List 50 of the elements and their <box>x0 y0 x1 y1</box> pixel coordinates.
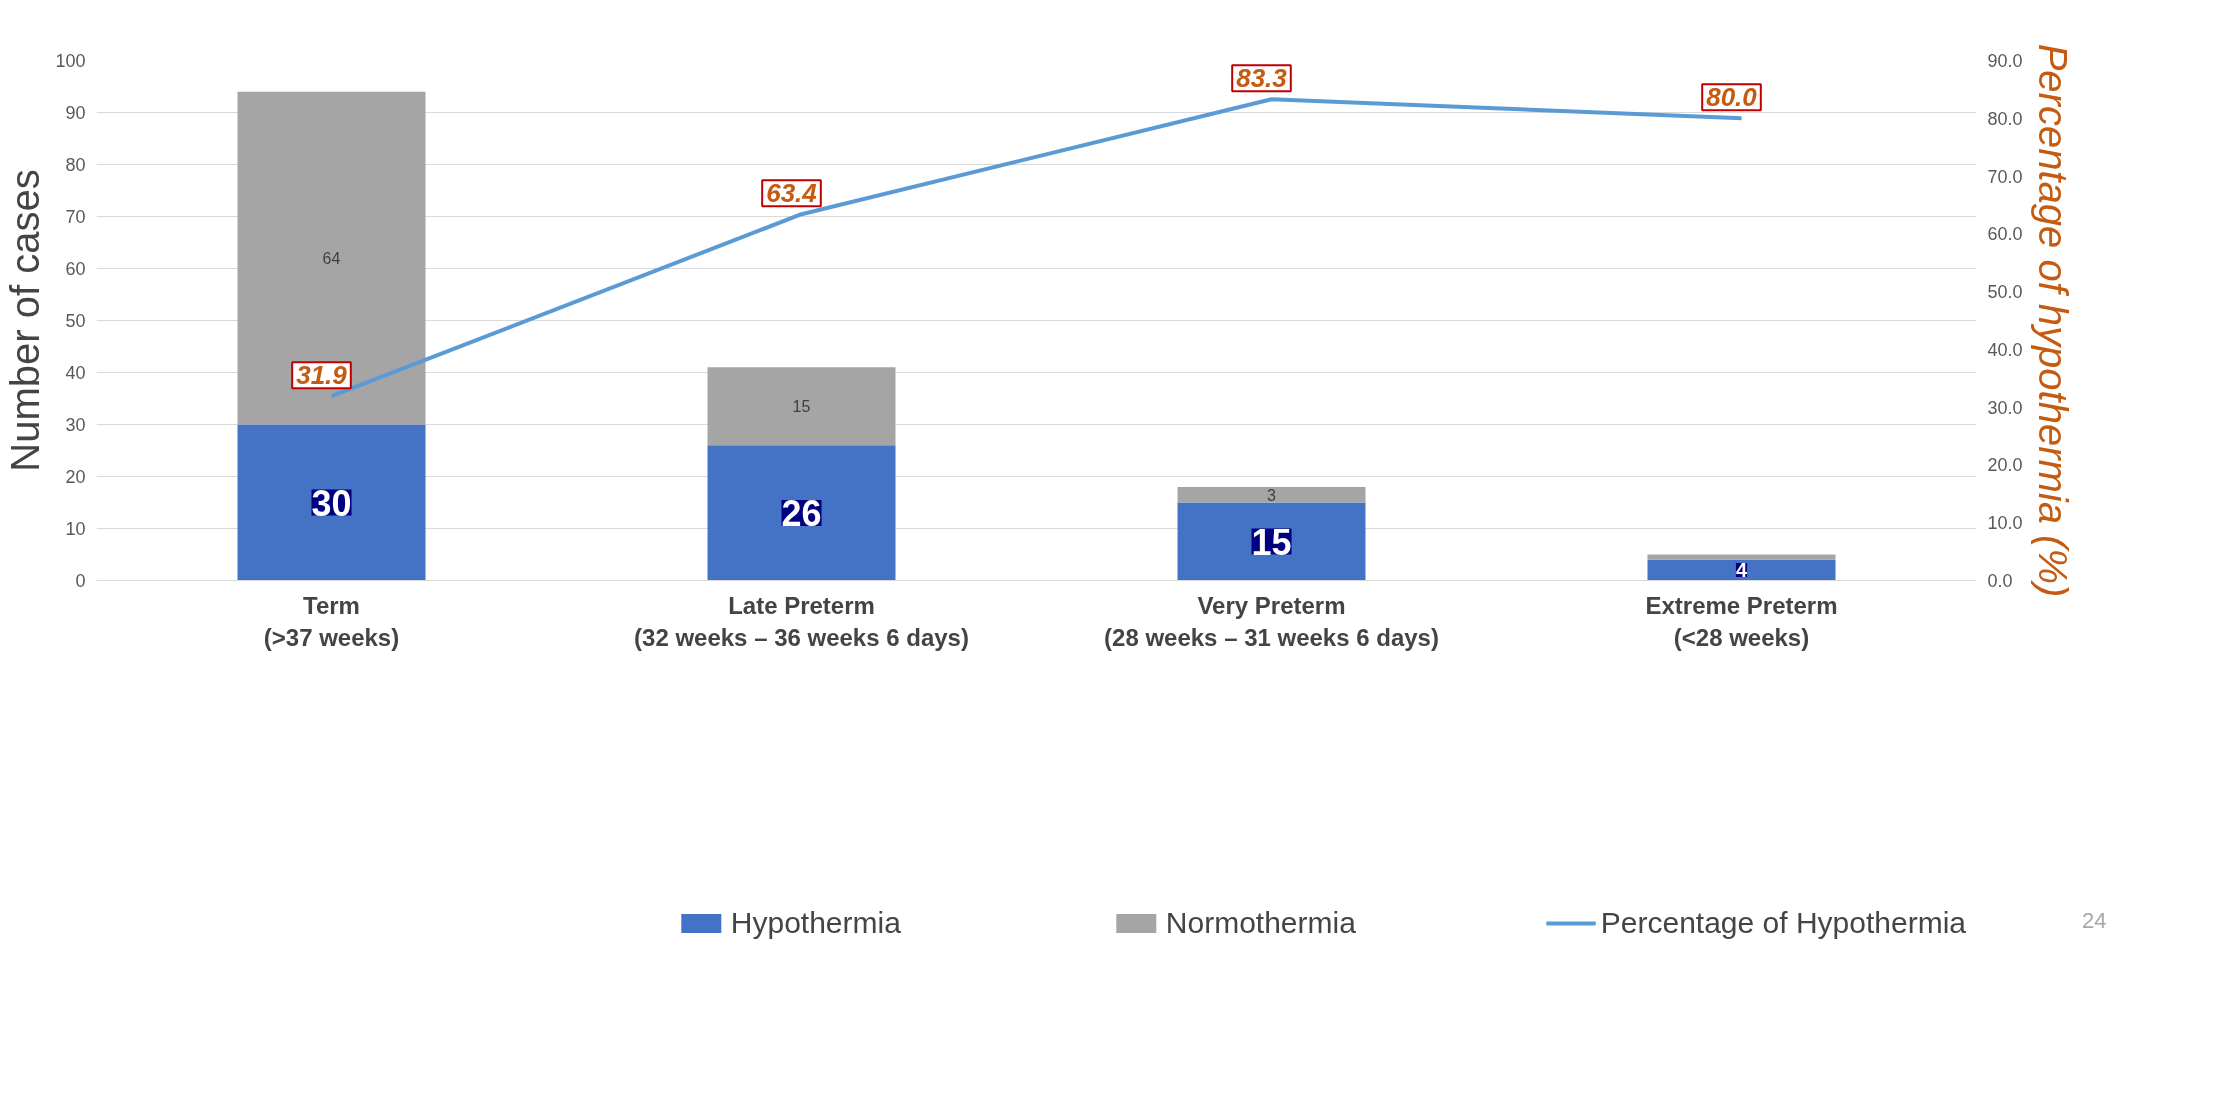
bar <box>707 367 896 446</box>
y2-tick-label: 20.0 <box>1987 455 2023 476</box>
data-label: 31.9 <box>296 360 348 391</box>
y-tick-label: 60 <box>65 259 86 279</box>
y-tick-label: 20 <box>65 467 86 487</box>
data-label: 64 <box>322 250 341 268</box>
legend-label: Hypothermia <box>730 906 902 940</box>
y2-tick-label: 40.0 <box>1987 339 2023 360</box>
y2-axis-title: Percentage of hypothermia (%) <box>2030 43 2075 598</box>
y2-tick-label: 70.0 <box>1987 166 2023 187</box>
y2-tick-label: 0.0 <box>1987 571 2013 591</box>
y-axis-title: Number of cases <box>3 169 48 472</box>
y2-tick-label: 10.0 <box>1987 513 2023 534</box>
bar <box>707 445 896 581</box>
y-tick-label: 90 <box>65 103 86 123</box>
x-tick-label: Term (>37 weeks) <box>263 591 400 651</box>
bar <box>237 91 426 425</box>
y2-tick-label: 90.0 <box>1987 51 2023 71</box>
text: 24 <box>2082 907 2107 935</box>
x-tick-label: Late Preterm (32 weeks – 36 weeks 6 days) <box>634 591 969 651</box>
data-label: 83.3 <box>1236 63 1288 94</box>
data-label: 80.0 <box>1706 82 1758 113</box>
data-label: 26 <box>781 492 822 534</box>
y2-tick-label: 50.0 <box>1987 282 2023 303</box>
legend-label: Percentage of Hypothermia <box>1600 906 1966 940</box>
y2-tick-label: 80.0 <box>1987 108 2023 129</box>
legend-label: Normothermia <box>1165 906 1357 940</box>
y-tick-label: 0 <box>75 571 86 591</box>
y-tick-label: 70 <box>65 207 86 227</box>
bar <box>1647 554 1836 560</box>
y2-tick-label: 30.0 <box>1987 397 2023 418</box>
y-tick-label: 10 <box>65 519 86 539</box>
data-label: 63.4 <box>766 178 818 209</box>
bar <box>237 424 426 581</box>
y-tick-label: 100 <box>55 51 86 71</box>
y-tick-label: 80 <box>65 155 86 175</box>
data-label: 3 <box>1267 486 1277 504</box>
bar <box>1647 559 1836 581</box>
data-label: 15 <box>1251 521 1292 563</box>
bar <box>1177 486 1366 503</box>
x-tick-label: Extreme Preterm (<28 weeks) <box>1645 591 1838 651</box>
y-tick-label: 50 <box>65 311 86 331</box>
data-label: 30 <box>311 482 352 524</box>
data-label: 4 <box>1735 559 1748 582</box>
data-label: 15 <box>792 398 811 416</box>
y-tick-label: 30 <box>65 415 86 435</box>
bar <box>1177 502 1366 581</box>
x-tick-label: Very Preterm (28 weeks – 31 weeks 6 days) <box>1104 591 1439 651</box>
y2-tick-label: 60.0 <box>1987 224 2023 245</box>
y-tick-label: 40 <box>65 363 86 383</box>
